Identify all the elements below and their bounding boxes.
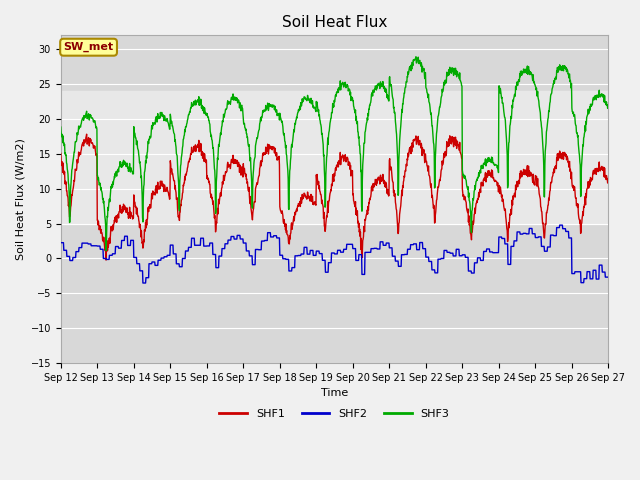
SHF3	[492, 162, 499, 168]
SHF1	[83, 132, 90, 137]
Y-axis label: Soil Heat Flux (W/m2): Soil Heat Flux (W/m2)	[15, 138, 25, 260]
Legend: SHF1, SHF2, SHF3: SHF1, SHF2, SHF3	[215, 404, 454, 423]
SHF1	[166, 196, 173, 202]
SHF3	[166, 126, 173, 132]
SHF2	[556, 222, 564, 228]
SHF2	[166, 252, 173, 258]
Title: Soil Heat Flux: Soil Heat Flux	[282, 15, 387, 30]
Line: SHF2: SHF2	[61, 225, 608, 283]
SHF1	[492, 178, 499, 184]
SHF3	[420, 66, 428, 72]
SHF2	[57, 240, 65, 246]
SHF3	[540, 162, 548, 168]
SHF2	[492, 250, 499, 255]
Bar	[61, 91, 608, 224]
SHF1	[102, 257, 110, 263]
SHF2	[139, 280, 147, 286]
SHF2	[179, 256, 187, 262]
SHF2	[420, 246, 428, 252]
SHF1	[540, 230, 548, 236]
SHF1	[179, 182, 187, 188]
SHF3	[57, 124, 65, 130]
X-axis label: Time: Time	[321, 388, 348, 398]
SHF3	[604, 105, 612, 111]
SHF2	[604, 274, 612, 280]
SHF1	[604, 179, 612, 185]
Line: SHF3: SHF3	[61, 57, 608, 251]
SHF1	[241, 166, 248, 171]
SHF1	[420, 147, 428, 153]
Text: SW_met: SW_met	[63, 42, 114, 52]
SHF3	[102, 248, 110, 253]
SHF3	[240, 120, 248, 126]
SHF3	[179, 143, 187, 149]
SHF1	[57, 151, 65, 156]
SHF2	[240, 240, 248, 246]
SHF3	[412, 54, 420, 60]
Line: SHF1: SHF1	[61, 134, 608, 260]
SHF2	[540, 243, 547, 249]
